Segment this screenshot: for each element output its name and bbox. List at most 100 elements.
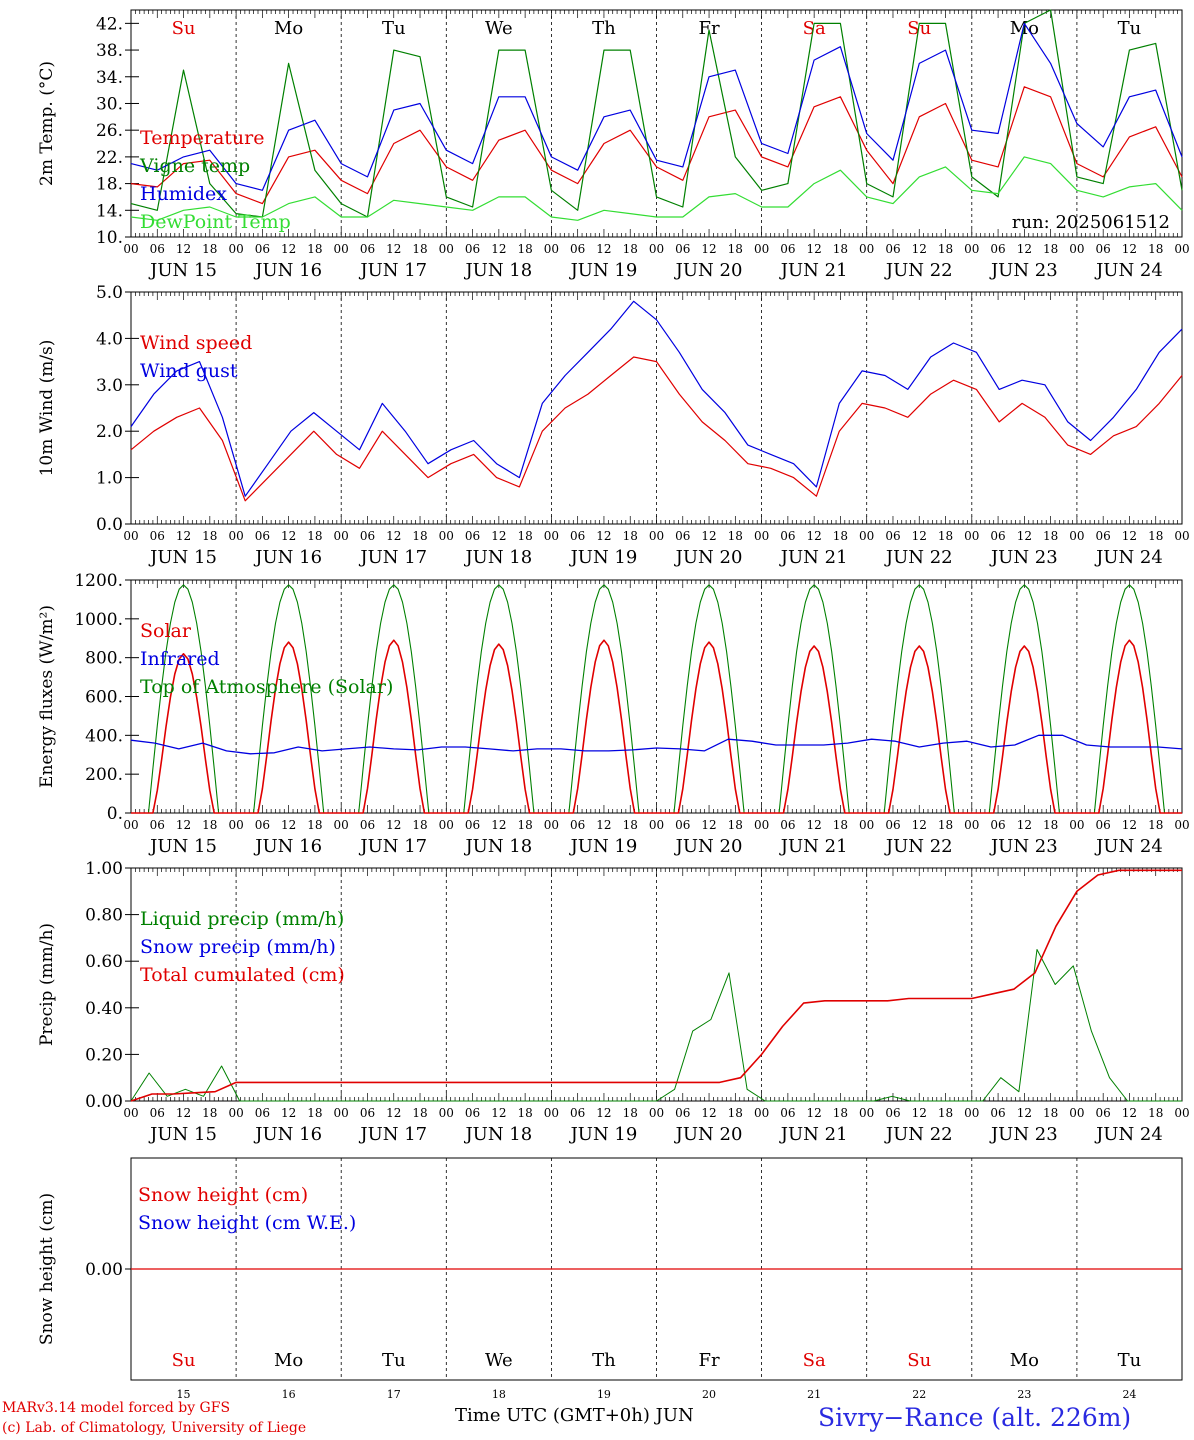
day-number-label: 20 (702, 1388, 716, 1400)
hour-tick-label: 06 (150, 818, 165, 832)
hour-tick-label: 06 (360, 1106, 375, 1120)
hour-tick-label: 12 (176, 242, 191, 256)
hour-tick-label: 06 (885, 242, 900, 256)
y-axis-label: Precip (mm/h) (37, 923, 57, 1046)
hour-tick-label: 00 (228, 242, 243, 256)
hour-tick-label: 12 (701, 818, 716, 832)
hour-tick-label: 18 (938, 529, 953, 543)
series-line-liquid-precip-mm-h- (130, 949, 1182, 1102)
legend-entry: Liquid precip (mm/h) (140, 908, 344, 930)
hour-tick-label: 18 (623, 529, 638, 543)
hour-tick-label: 12 (281, 242, 296, 256)
y-tick-label: 0.0 (96, 515, 123, 535)
hour-tick-label: 00 (123, 818, 138, 832)
hour-tick-label: 12 (176, 1106, 191, 1120)
hour-tick-label: 12 (701, 1106, 716, 1120)
hour-tick-label: 00 (334, 1106, 349, 1120)
hour-tick-label: 12 (912, 818, 927, 832)
hour-tick-label: 06 (570, 242, 585, 256)
y-tick-label: 34. (96, 68, 123, 88)
hour-tick-label: 12 (701, 242, 716, 256)
hour-tick-label: 12 (1122, 1106, 1137, 1120)
y-tick-label: 22. (96, 148, 123, 168)
weekday-label: Sa (803, 18, 826, 39)
hour-tick-label: 00 (123, 529, 138, 543)
day-number-label: 19 (597, 1388, 611, 1400)
day-label: JUN 16 (253, 547, 322, 568)
hour-tick-label: 06 (255, 1106, 270, 1120)
weekday-label: Mo (1010, 18, 1039, 39)
weekday-label: Mo (274, 18, 303, 39)
hour-tick-label: 00 (649, 818, 664, 832)
hour-tick-label: 00 (544, 1106, 559, 1120)
hour-tick-label: 06 (570, 529, 585, 543)
day-label: JUN 17 (358, 547, 427, 568)
day-label: JUN 15 (148, 547, 217, 568)
hour-tick-label: 18 (1148, 818, 1163, 832)
day-number-label: 21 (807, 1388, 821, 1400)
hour-tick-label: 18 (307, 818, 322, 832)
day-label: JUN 19 (569, 260, 638, 281)
hour-tick-label: 00 (1174, 242, 1189, 256)
hour-tick-label: 06 (465, 242, 480, 256)
day-label: JUN 19 (569, 1124, 638, 1145)
y-tick-label: 0.80 (85, 906, 123, 926)
hour-tick-label: 18 (517, 1106, 532, 1120)
weekday-label: Mo (274, 1350, 303, 1371)
day-label: JUN 24 (1094, 547, 1163, 568)
hour-tick-label: 00 (964, 242, 979, 256)
hour-tick-label: 06 (1096, 242, 1111, 256)
legend-entry: Top of Atmosphere (Solar) (140, 676, 393, 698)
hour-tick-label: 00 (964, 529, 979, 543)
hour-tick-label: 00 (544, 818, 559, 832)
y-tick-label: 2.0 (96, 422, 123, 442)
meteogram: 00 06 12 18 00 06 12 18 00 06 12 18 00 06 12 18 00 06 12 18… (37, 9, 1190, 1400)
legend-entry: Humidex (140, 183, 227, 205)
hour-tick-label: 06 (990, 529, 1005, 543)
day-label: JUN 22 (884, 547, 953, 568)
hour-tick-label: 06 (990, 818, 1005, 832)
time-axis-month: JUN (655, 1405, 694, 1426)
y-tick-label: 0.20 (85, 1045, 123, 1065)
y-tick-label: 600. (85, 688, 123, 708)
hour-tick-label: 00 (1069, 529, 1084, 543)
day-label: JUN 16 (253, 1124, 322, 1145)
hour-tick-label: 06 (465, 529, 480, 543)
hour-tick-label: 18 (938, 818, 953, 832)
hour-tick-label: 18 (833, 529, 848, 543)
hour-tick-label: 12 (281, 529, 296, 543)
legend-entry: Snow height (cm W.E.) (138, 1212, 356, 1234)
hour-tick-label: 00 (859, 529, 874, 543)
hour-tick-label: 06 (570, 818, 585, 832)
y-tick-label: 200. (85, 765, 123, 785)
hour-tick-label: 18 (202, 818, 217, 832)
legend-entry: Temperature (140, 127, 264, 149)
weekday-label: Tu (382, 1350, 406, 1371)
y-tick-label: 14. (96, 201, 123, 221)
legend-entry: Snow height (cm) (138, 1184, 308, 1206)
hour-tick-label: 12 (491, 1106, 506, 1120)
hour-tick-label: 00 (228, 1106, 243, 1120)
hour-tick-label: 12 (491, 242, 506, 256)
hour-tick-label: 18 (1043, 529, 1058, 543)
day-label: JUN 16 (253, 260, 322, 281)
hour-tick-label: 00 (754, 818, 769, 832)
y-tick-label: 18. (96, 175, 123, 195)
hour-tick-label: 00 (123, 1106, 138, 1120)
day-label: JUN 22 (884, 1124, 953, 1145)
legend-entry: Total cumulated (cm) (140, 964, 345, 986)
hour-tick-label: 12 (281, 818, 296, 832)
hour-tick-label: 18 (833, 1106, 848, 1120)
y-tick-label: 0.40 (85, 999, 123, 1019)
hour-tick-label: 18 (938, 242, 953, 256)
hour-tick-label: 12 (386, 818, 401, 832)
legend-entry: Wind gust (140, 360, 238, 382)
weekday-label: Th (592, 1350, 616, 1371)
hour-tick-label: 12 (386, 1106, 401, 1120)
model-credit: MARv3.14 model forced by GFS (2, 1400, 231, 1416)
hour-tick-label: 18 (1043, 1106, 1058, 1120)
hour-tick-label: 00 (754, 529, 769, 543)
hour-tick-label: 18 (623, 1106, 638, 1120)
hour-tick-label: 06 (780, 1106, 795, 1120)
hour-tick-label: 18 (728, 1106, 743, 1120)
